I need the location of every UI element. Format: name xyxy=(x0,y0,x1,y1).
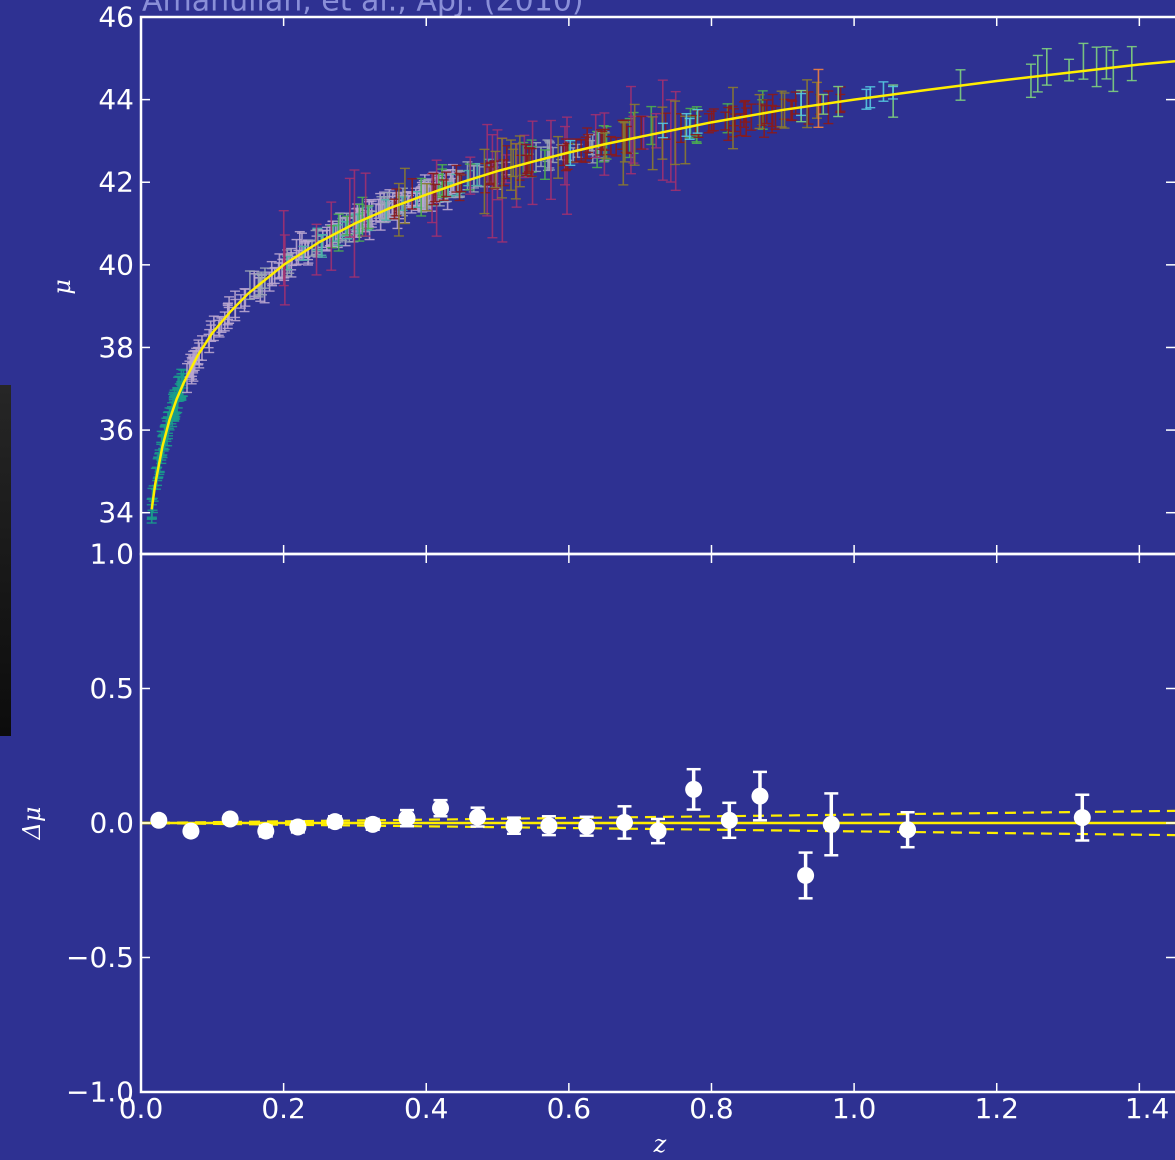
model-fit-curve xyxy=(150,59,1175,510)
residual-point xyxy=(649,822,667,840)
residual-point xyxy=(398,809,416,827)
dark-side-strip xyxy=(0,385,11,736)
residual-point xyxy=(615,813,633,831)
y-tick-label: 44 xyxy=(98,83,134,116)
sample-group-9 xyxy=(565,81,899,167)
y-tick-label: −1.0 xyxy=(66,1076,134,1109)
y-tick-label: 34 xyxy=(98,496,134,529)
sample-group-1 xyxy=(182,163,463,394)
residual-point xyxy=(289,818,307,836)
hubble-diagram-panel: 34 36 38 40 42 44 46 xyxy=(98,1,1175,556)
residual-point xyxy=(1073,809,1091,827)
y-tick-label: 0.0 xyxy=(89,807,134,840)
top-panel-frame xyxy=(139,15,1175,556)
residual-point xyxy=(221,810,239,828)
lower-dashed-band xyxy=(140,821,1175,837)
residual-point xyxy=(720,811,738,829)
x-tick-label: 0.0 xyxy=(119,1092,164,1125)
residual-point xyxy=(182,822,200,840)
sample-group-10 xyxy=(813,68,824,128)
sample-group-6 xyxy=(389,86,846,220)
x-tick-label: 0.6 xyxy=(547,1092,592,1125)
x-tick-label: 1.0 xyxy=(832,1092,877,1125)
residual-point xyxy=(469,808,487,826)
y-tick-label: 46 xyxy=(98,1,134,34)
residual-point xyxy=(797,866,815,884)
sample-group-8 xyxy=(796,42,1137,123)
source-caption: Amanullah, et al., ApJ. (2010) xyxy=(142,0,584,19)
residual-point xyxy=(432,799,450,817)
y-tick-label: 38 xyxy=(98,331,134,364)
residual-point xyxy=(364,815,382,833)
residual-point xyxy=(822,815,840,833)
x-tick-label: 0.2 xyxy=(261,1092,306,1125)
x-tick-label: 0.8 xyxy=(689,1092,734,1125)
residual-point xyxy=(257,822,275,840)
residual-point xyxy=(751,787,769,805)
mu-axis-label: μ xyxy=(48,279,76,295)
residual-point xyxy=(899,821,917,839)
residual-point xyxy=(685,780,703,798)
y-tick-label: 0.5 xyxy=(89,672,134,705)
x-tick-label: 1.2 xyxy=(974,1092,1019,1125)
x-tick-label: 0.4 xyxy=(404,1092,449,1125)
residuals-panel: −1.0 −0.5 0.0 0.5 1.0 0.0 0.2 0.4 0.6 0.8 1.0 1.2 1.… xyxy=(66,538,1175,1125)
residual-point xyxy=(326,813,344,831)
y-tick-label: 36 xyxy=(98,414,134,447)
y-tick-label: 42 xyxy=(98,166,134,199)
residual-point xyxy=(150,811,168,829)
delta-mu-axis-label: Δμ xyxy=(18,807,46,841)
y-tick-label: 40 xyxy=(98,248,134,281)
upper-dashed-band xyxy=(140,809,1175,825)
residual-point xyxy=(505,817,523,835)
y-tick-label: 1.0 xyxy=(89,538,134,571)
residual-point xyxy=(540,817,558,835)
y-tick-label: −0.5 xyxy=(66,941,134,974)
x-tick-label: 1.4 xyxy=(1125,1092,1170,1125)
residual-point xyxy=(578,817,596,835)
sample-group-7 xyxy=(393,79,822,237)
sample-group-5 xyxy=(278,79,681,306)
z-axis-label: z xyxy=(653,1130,667,1156)
